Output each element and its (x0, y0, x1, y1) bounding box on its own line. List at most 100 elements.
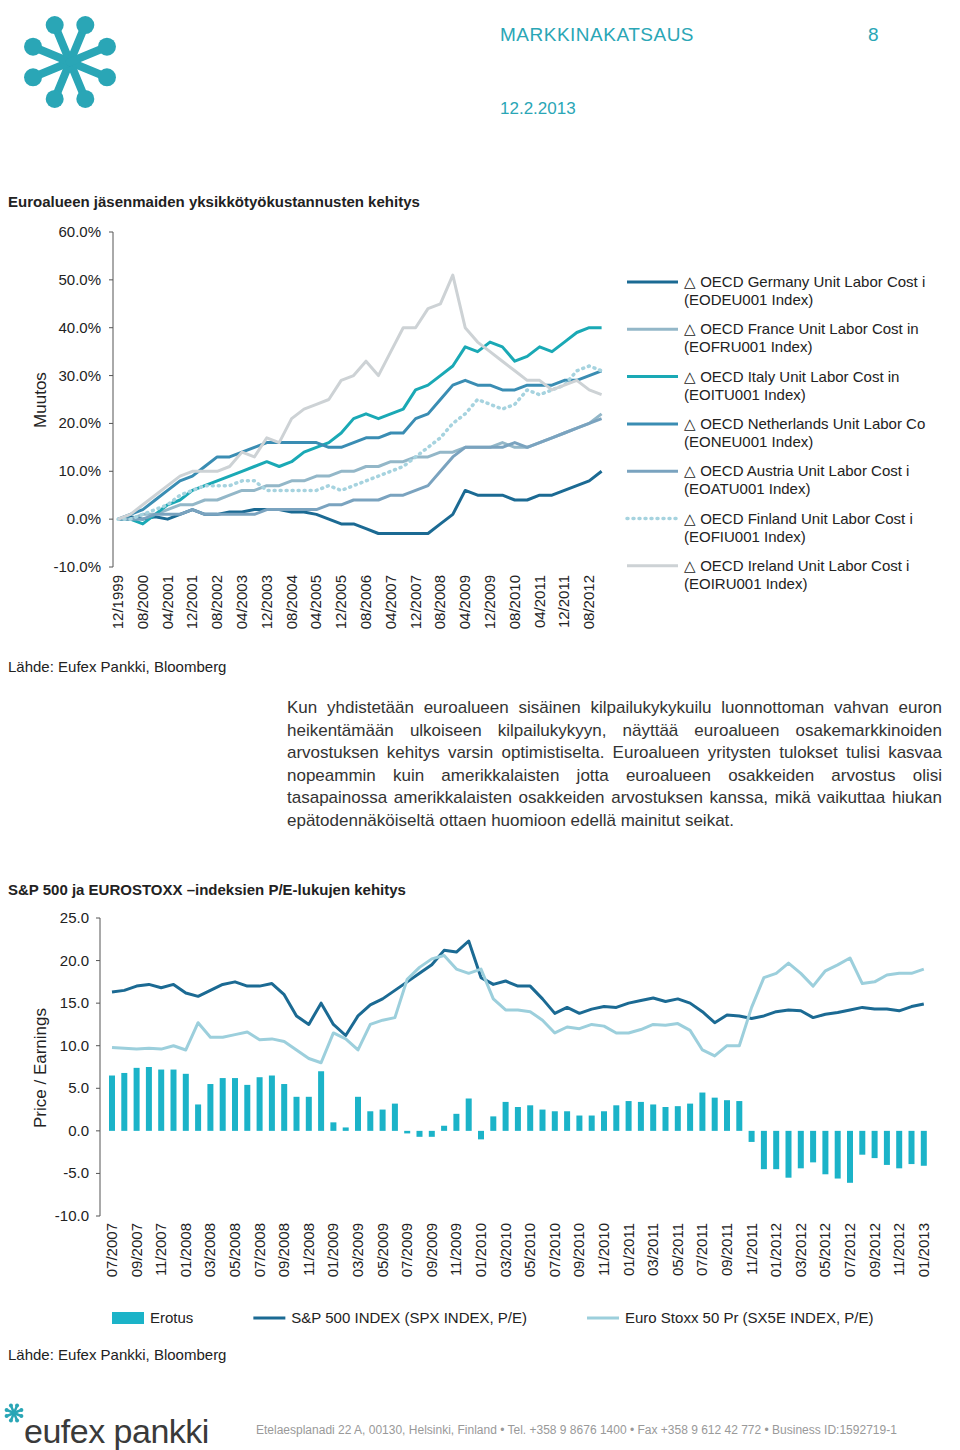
y-tick (96, 918, 100, 919)
bar (367, 1111, 373, 1131)
bar (503, 1102, 509, 1131)
x-tick-label: 11/2012 (890, 1223, 907, 1276)
y-tick-label: 0.0 (68, 1122, 89, 1139)
bar (786, 1131, 792, 1178)
x-tick-label: 01/2013 (915, 1223, 932, 1277)
logo-mark (24, 16, 116, 108)
logo-dot (98, 38, 116, 56)
y-tick (109, 519, 113, 520)
legend-swatch (627, 422, 678, 425)
logo-dot (24, 68, 42, 86)
y-tick-label: 0.0% (67, 510, 101, 527)
bar (626, 1101, 632, 1131)
x-tick-label: 08/2010 (506, 575, 523, 629)
y-tick-label: 60.0% (58, 223, 101, 240)
line (118, 371, 602, 519)
x-tick-label: 08/2000 (134, 575, 151, 629)
x-tick-label: 09/2009 (423, 1223, 440, 1277)
header-title: MARKKINAKATSAUS (500, 24, 694, 45)
x-tick-label: 05/2008 (226, 1223, 243, 1277)
bar (589, 1116, 595, 1131)
x-tick-label: 12/2009 (481, 575, 498, 629)
bar (872, 1131, 878, 1158)
x-tick-label: 03/2008 (201, 1223, 218, 1277)
y-tick-label: 20.0 (60, 952, 89, 969)
x-tick-label: 11/2011 (743, 1223, 760, 1275)
bar (441, 1126, 447, 1131)
bar (909, 1131, 915, 1164)
x-tick-label: 08/2008 (431, 575, 448, 629)
bar (171, 1070, 177, 1131)
x-tick-label: 03/2009 (349, 1223, 366, 1277)
bar (183, 1074, 189, 1131)
y-tick-label: 30.0% (58, 367, 101, 384)
x-tick-label: 05/2011 (669, 1223, 686, 1276)
y-tick (109, 232, 113, 233)
line (118, 275, 602, 519)
chart: S&P 500 ja EUROSTOXX –indeksien P/E-luku… (8, 881, 932, 1363)
y-tick-label: 5.0 (68, 1079, 89, 1096)
x-tick-label: 08/2004 (283, 575, 300, 629)
x-tick-label: 04/2001 (159, 575, 176, 629)
y-tick (96, 1216, 100, 1217)
logo-dot (15, 1404, 19, 1408)
x-tick-label: 08/2002 (208, 575, 225, 629)
x-tick-label: 09/2012 (866, 1223, 883, 1277)
logo-dot (76, 90, 94, 108)
y-axis-label: Muutos (31, 372, 50, 428)
plot-area (118, 275, 602, 533)
y-tick-label: 25.0 (60, 909, 89, 926)
x-tick-label: 12/2005 (332, 575, 349, 629)
page-number: 8 (868, 24, 879, 45)
logo-dot (24, 38, 42, 56)
legend-swatch (627, 564, 678, 567)
y-axis-line (113, 232, 114, 567)
bar (478, 1131, 484, 1140)
bar (687, 1104, 693, 1131)
bar (207, 1084, 213, 1131)
legend-label: △ OECD Austria Unit Labor Cost i (EOATU0… (684, 462, 952, 498)
bar (564, 1111, 570, 1131)
bar (355, 1097, 361, 1131)
bar (847, 1131, 853, 1183)
logo-dot (15, 1418, 19, 1422)
line (118, 366, 602, 519)
legend-swatch (112, 1312, 144, 1324)
bar (244, 1085, 250, 1131)
x-tick-label: 12/2011 (555, 575, 572, 628)
legend: ErotusS&P 500 INDEX (SPX INDEX, P/E)Euro… (112, 1309, 873, 1326)
logo-dot (9, 1404, 13, 1408)
y-tick-label: 10.0 (60, 1037, 89, 1054)
x-tick-label: 03/2012 (792, 1223, 809, 1277)
y-tick-label: 40.0% (58, 319, 101, 336)
x-tick-label: 03/2011 (644, 1223, 661, 1276)
bar (712, 1098, 718, 1131)
bar (613, 1105, 619, 1131)
legend-swatch (627, 281, 678, 284)
bar (724, 1100, 730, 1131)
bar (294, 1097, 300, 1131)
x-tick-label: 07/2009 (398, 1223, 415, 1277)
bar (220, 1078, 226, 1131)
bar (798, 1131, 804, 1168)
bar (146, 1067, 152, 1131)
legend-swatch (627, 328, 678, 331)
paragraph: Kun yhdistetään euroalueen sisäinen kilp… (287, 697, 942, 833)
bar (638, 1102, 644, 1131)
legend-swatch (587, 1317, 619, 1320)
x-tick-label: 07/2011 (693, 1223, 710, 1276)
x-tick-label: 12/1999 (109, 575, 126, 629)
line (118, 471, 602, 533)
header-date: 12.2.2013 (500, 99, 576, 118)
bar (109, 1076, 115, 1131)
y-tick (96, 1130, 100, 1131)
bar (158, 1070, 164, 1131)
y-axis-label: Price / Earnings (31, 1008, 50, 1128)
x-tick-label: 04/2005 (307, 575, 324, 629)
bar (429, 1131, 435, 1137)
logo-dot (76, 16, 94, 34)
x-tick-label: 12/2001 (183, 575, 200, 629)
logo-dot (9, 1418, 13, 1422)
logo-dot (46, 16, 64, 34)
bar (195, 1104, 201, 1130)
